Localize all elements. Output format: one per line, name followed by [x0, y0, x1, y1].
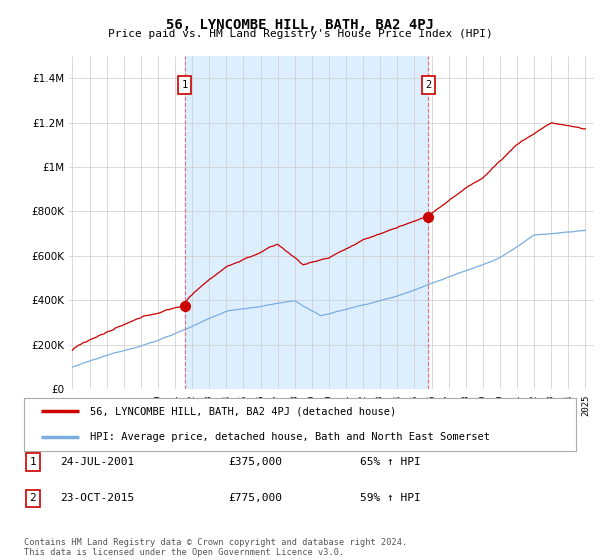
Text: HPI: Average price, detached house, Bath and North East Somerset: HPI: Average price, detached house, Bath… [90, 432, 490, 442]
Text: Contains HM Land Registry data © Crown copyright and database right 2024.
This d: Contains HM Land Registry data © Crown c… [24, 538, 407, 557]
Text: £775,000: £775,000 [228, 493, 282, 503]
Text: 1: 1 [29, 457, 37, 467]
Text: 56, LYNCOMBE HILL, BATH, BA2 4PJ (detached house): 56, LYNCOMBE HILL, BATH, BA2 4PJ (detach… [90, 407, 397, 417]
Text: Price paid vs. HM Land Registry's House Price Index (HPI): Price paid vs. HM Land Registry's House … [107, 29, 493, 39]
Text: 24-JUL-2001: 24-JUL-2001 [60, 457, 134, 467]
Text: 56, LYNCOMBE HILL, BATH, BA2 4PJ: 56, LYNCOMBE HILL, BATH, BA2 4PJ [166, 18, 434, 32]
Text: 23-OCT-2015: 23-OCT-2015 [60, 493, 134, 503]
Text: 1: 1 [181, 80, 188, 90]
Bar [185, 56, 428, 389]
Text: 2: 2 [29, 493, 37, 503]
Text: 65% ↑ HPI: 65% ↑ HPI [360, 457, 421, 467]
Text: £375,000: £375,000 [228, 457, 282, 467]
Text: 2: 2 [425, 80, 431, 90]
Text: 59% ↑ HPI: 59% ↑ HPI [360, 493, 421, 503]
